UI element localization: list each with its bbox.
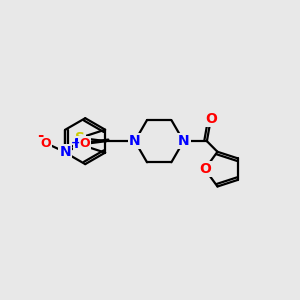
Text: S: S	[75, 131, 85, 145]
Text: N: N	[74, 137, 86, 152]
Text: N: N	[178, 134, 189, 148]
Text: O: O	[79, 137, 90, 150]
Text: O: O	[41, 137, 51, 150]
Text: N: N	[129, 134, 141, 148]
Text: N: N	[59, 145, 71, 159]
Text: +: +	[70, 138, 80, 148]
Text: O: O	[205, 112, 217, 126]
Text: -: -	[37, 128, 43, 143]
Text: O: O	[199, 162, 211, 176]
